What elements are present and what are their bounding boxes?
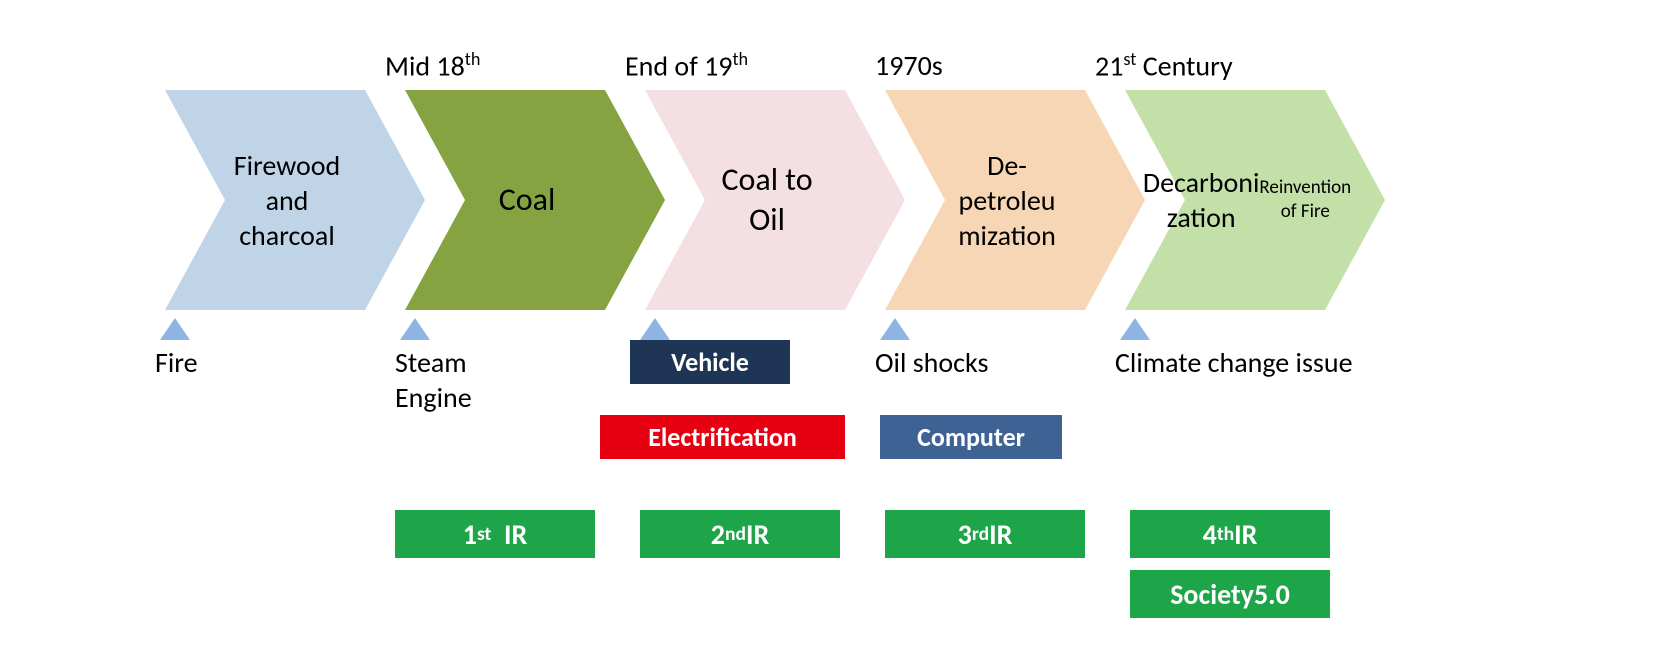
chevron-label-c4: De-petroleumization: [912, 90, 1102, 310]
event-label-1: Steam Engine: [395, 345, 472, 415]
chevron-label-c1: Firewoodandcharcoal: [192, 90, 382, 310]
society50-badge: Society5.0: [1130, 570, 1330, 618]
tech-badge-2: Computer: [880, 415, 1062, 459]
ir-badge-2: 2nd IR: [640, 510, 840, 558]
marker-triangle-0: [160, 318, 190, 340]
event-label-3: Climate change issue: [1115, 345, 1353, 380]
tech-badge-1: Electrification: [600, 415, 845, 459]
chevron-label-c3: Coal toOil: [672, 90, 862, 310]
event-label-0: Fire: [155, 345, 198, 380]
era-label-1: End of 19th: [625, 48, 748, 83]
ir-badge-1: 1st IR: [395, 510, 595, 558]
event-label-2: Oil shocks: [875, 345, 988, 380]
timeline-infographic: Firewoodandcharcoal Coal Coal toOil De-petr…: [0, 0, 1667, 665]
era-label-0: Mid 18th: [385, 48, 480, 83]
era-label-2: 1970s: [875, 48, 943, 83]
marker-triangle-1: [400, 318, 430, 340]
ir-badge-3: 3rd IR: [885, 510, 1085, 558]
marker-triangle-2: [640, 318, 670, 340]
tech-badge-0: Vehicle: [630, 340, 790, 384]
era-label-3: 21st Century: [1095, 48, 1233, 83]
marker-triangle-4: [1120, 318, 1150, 340]
chevron-label-c5: DecarbonizationReinventionof Fire: [1152, 90, 1342, 310]
marker-triangle-3: [880, 318, 910, 340]
ir-badge-4: 4th IR: [1130, 510, 1330, 558]
chevron-label-c2: Coal: [432, 90, 622, 310]
